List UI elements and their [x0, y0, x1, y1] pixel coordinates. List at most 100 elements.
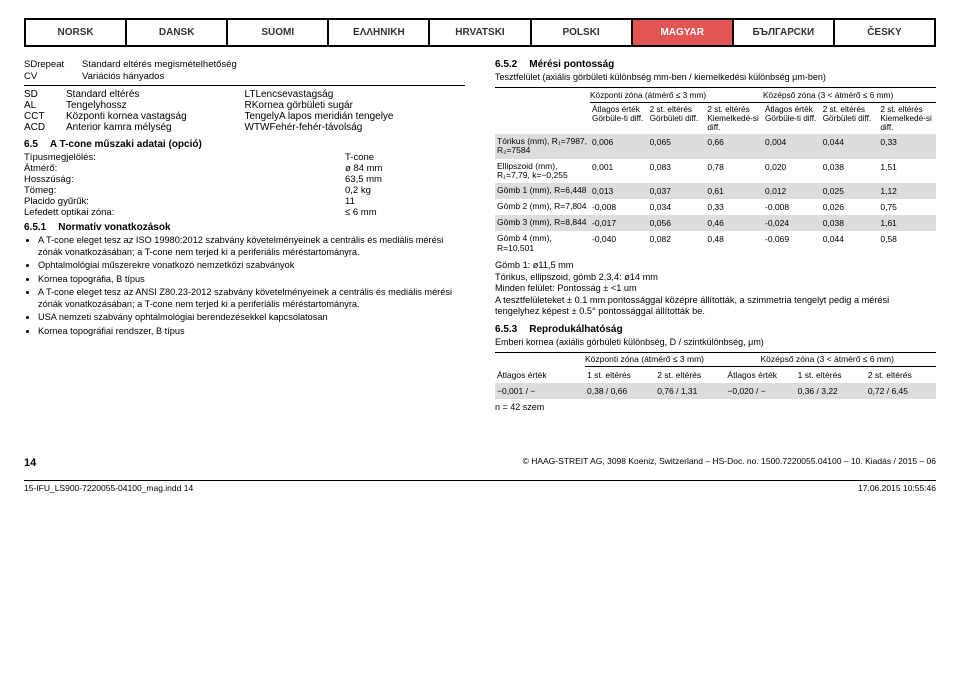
tab-norsk[interactable]: NORSK — [24, 18, 125, 45]
gl-val: Variációs hányados — [82, 71, 164, 82]
cell: -0,017 — [590, 215, 648, 231]
col-header: Átlagos érték — [725, 367, 795, 383]
cell: 0,083 — [648, 159, 706, 184]
spec-row: Lefedett optikai zóna:≤ 6 mm — [24, 207, 465, 218]
note-line: A tesztfelületeket ± 0.1 mm pontossággal… — [495, 295, 936, 318]
cell: 0,013 — [590, 183, 648, 199]
bullet: Ophtalmológiai műszerekre vonatkozó nemz… — [38, 260, 465, 272]
footer-left: 15-IFU_LS900-7220055-04100_mag.indd 14 — [24, 483, 193, 493]
col-group-1: Központi zóna (átmérő ≤ 3 mm) — [585, 353, 761, 367]
gl-val: Lencsevastagság — [255, 89, 333, 100]
col-header: 2 st. eltérés Kiemelkedé-si diff. — [705, 103, 763, 134]
tab-polski[interactable]: POLSKI — [530, 18, 631, 45]
note-line: Minden felület: Pontosság ± <1 um — [495, 283, 936, 295]
glossary-pair: SDStandard eltérés LTLencsevastagság — [24, 89, 465, 100]
section-number: 6.5.3 — [495, 324, 517, 335]
spec-row: Tömeg:0,2 kg — [24, 185, 465, 196]
accuracy-table: Központi zóna (átmérő ≤ 3 mm) Középső zó… — [495, 87, 936, 256]
table-row: −0,001 / − 0,38 / 0,66 0,76 / 1,31 −0,02… — [495, 383, 936, 399]
cell: 0,004 — [763, 134, 821, 159]
table-row: Tórikus (mm), R₁=7987, R₂=75840,0060,065… — [495, 134, 936, 159]
section-6-5-3-heading: 6.5.3 Reprodukálhatóság — [495, 324, 936, 335]
left-column: SDrepeat Standard eltérés megismételhető… — [24, 59, 465, 412]
cell: -0,008 — [763, 199, 821, 215]
tab-bulgarian[interactable]: БЪЛГАРСКИ — [732, 18, 833, 45]
section-number: 6.5 — [24, 139, 38, 150]
row-label: Tórikus (mm), R₁=7987, R₂=7584 — [495, 134, 590, 159]
gl-val: Standard eltérés — [66, 89, 139, 100]
row-label: Gömb 3 (mm), R=8,844 — [495, 215, 590, 231]
bullet: USA nemzeti szabvány ophtalmológiai bere… — [38, 312, 465, 324]
col-header: Átlagos érték Görbüle-ti diff. — [763, 103, 821, 134]
cell: 0,72 / 6,45 — [866, 383, 936, 399]
cell: −0,001 / − — [495, 383, 585, 399]
language-tabs: NORSK DANSK SUOMI ΕΛΛΗΝΙΚΗ HRVATSKI POLS… — [24, 18, 936, 47]
gl-key: CCT — [24, 111, 66, 122]
cell: 0,58 — [878, 231, 936, 256]
cell: -0,008 — [590, 199, 648, 215]
spec-row: Átmérő:ø 84 mm — [24, 163, 465, 174]
glossary-row: SDrepeat Standard eltérés megismételhető… — [24, 59, 465, 70]
gl-key: AL — [24, 100, 66, 111]
cell: 1,12 — [878, 183, 936, 199]
gl-val: Kornea görbületi sugár — [252, 100, 353, 111]
cell: 0,044 — [821, 134, 879, 159]
col-header: 1 st. eltérés — [796, 367, 866, 383]
row-label: Ellipszoid (mm), R₁=7,79, k=−0,255 — [495, 159, 590, 184]
cell: -0,040 — [590, 231, 648, 256]
table-row: Gömb 3 (mm), R=8,844-0,0170,0560,46-0,02… — [495, 215, 936, 231]
cell: 0,33 — [705, 199, 763, 215]
page-number: 14 — [24, 457, 36, 469]
cell: 0,020 — [763, 159, 821, 184]
cell: 0,61 — [705, 183, 763, 199]
bullet: A T-cone eleget tesz az ANSI Z80.23-2012… — [38, 287, 465, 310]
note-line: Gömb 1: ø11,5 mm — [495, 260, 936, 272]
bullet-list: A T-cone eleget tesz az ISO 19980:2012 s… — [32, 235, 465, 337]
glossary-pair: ACDAnterior kamra mélység WTWFehér-fehér… — [24, 122, 465, 133]
cell: 0,78 — [705, 159, 763, 184]
section-title: Mérési pontosság — [529, 59, 614, 70]
col-header: 2 st. eltérés Görbületi diff. — [821, 103, 879, 134]
footer-right: 17.06.2015 10:55:46 — [858, 483, 936, 493]
subheading: Tesztfelület (axiális görbületi különbsé… — [495, 72, 936, 82]
cell: -0,069 — [763, 231, 821, 256]
section-6-5-heading: 6.5 A T-cone műszaki adatai (opció) — [24, 139, 465, 150]
section-title: Reprodukálhatóság — [529, 324, 622, 335]
col-header: 1 st. eltérés — [585, 367, 655, 383]
spec-row: Placido gyűrűk:11 — [24, 196, 465, 207]
row-label: Gömb 2 (mm), R=7,804 — [495, 199, 590, 215]
col-header: 2 st. eltérés Kiemelkedé-si diff. — [878, 103, 936, 134]
tab-hrvatski[interactable]: HRVATSKI — [428, 18, 529, 45]
gl-val: Fehér-fehér-távolság — [270, 122, 363, 133]
bullet: Kornea topográfiai rendszer, B típus — [38, 326, 465, 338]
cell: 0,66 — [705, 134, 763, 159]
tab-dansk[interactable]: DANSK — [125, 18, 226, 45]
cell: 0,034 — [648, 199, 706, 215]
cell: 0,038 — [821, 159, 879, 184]
cell: 0,006 — [590, 134, 648, 159]
tab-suomi[interactable]: SUOMI — [226, 18, 327, 45]
n-line: n = 42 szem — [495, 402, 936, 412]
col-group-2: Középső zóna (3 < átmérő ≤ 6 mm) — [761, 353, 937, 367]
subheading: Emberi kornea (axiális görbületi különbs… — [495, 337, 936, 347]
footer: 15-IFU_LS900-7220055-04100_mag.indd 14 1… — [24, 480, 936, 493]
gl-val: Tengelyhossz — [66, 100, 127, 111]
gl-val: Központi kornea vastagság — [66, 111, 187, 122]
cell: 0,038 — [821, 215, 879, 231]
gl-key: SDrepeat — [24, 59, 82, 70]
spec-row: Típusmegjelölés:T-cone — [24, 152, 465, 163]
cell: 0,025 — [821, 183, 879, 199]
gl-key: R — [245, 100, 252, 111]
tab-magyar[interactable]: MAGYAR — [631, 18, 732, 45]
glossary-pair: CCTKözponti kornea vastagság TengelyA la… — [24, 111, 465, 122]
gl-val: Standard eltérés megismételhetőség — [82, 59, 237, 70]
cell: 0,36 / 3,22 — [796, 383, 866, 399]
tab-cesky[interactable]: ČESKY — [833, 18, 936, 45]
table-row: Gömb 4 (mm), R=10,501-0,0400,0820,48-0,0… — [495, 231, 936, 256]
spec-row: Hosszúság:63,5 mm — [24, 174, 465, 185]
section-number: 6.5.1 — [24, 222, 46, 233]
tab-greek[interactable]: ΕΛΛΗΝΙΚΗ — [327, 18, 428, 45]
col-group-1: Központi zóna (átmérő ≤ 3 mm) — [590, 88, 763, 103]
cell: 0,012 — [763, 183, 821, 199]
glossary-pair: ALTengelyhossz RKornea görbületi sugár — [24, 100, 465, 111]
